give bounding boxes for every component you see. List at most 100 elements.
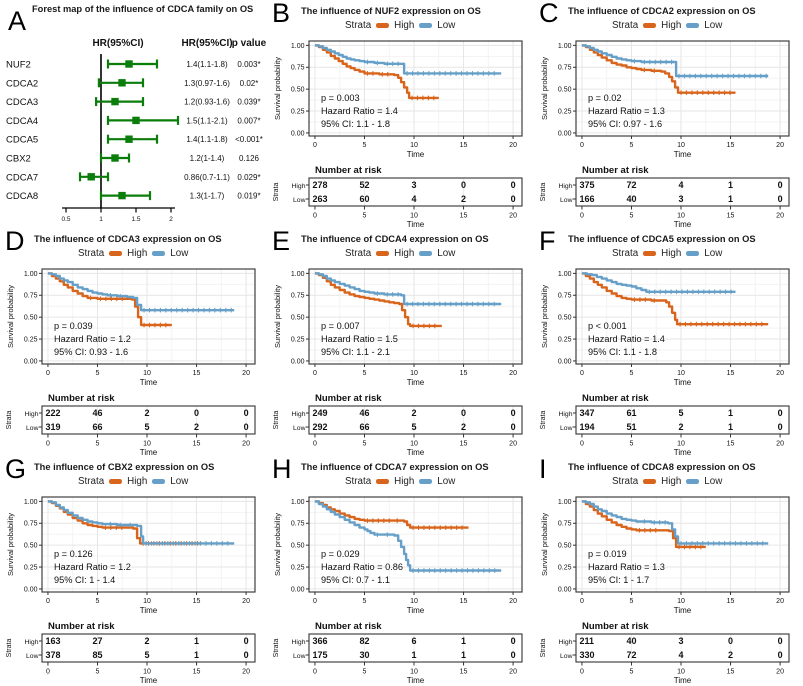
censor-marks-high: [366, 518, 463, 530]
x-tick-label: 10: [143, 598, 151, 605]
km-curves: [47, 272, 235, 328]
km-title: The influence of CDCA5 expression on OS: [568, 234, 756, 244]
y-tick-label: 0.00: [558, 358, 572, 365]
km-legend: Strata High Low: [345, 20, 455, 31]
plot-frame: [41, 496, 256, 593]
forest-row-cdca5: CDCA5 1.4(1.1-1.8) <0.001*: [6, 134, 263, 146]
risk-value: 1: [194, 650, 199, 660]
y-tick-label: 0.25: [558, 564, 572, 571]
x-axis-title: Time: [407, 150, 425, 159]
risk-x-tick-label: 0: [580, 669, 584, 676]
risk-value: 330: [580, 650, 595, 660]
legend-low-label: Low: [704, 476, 723, 487]
km-curve-low: [314, 500, 502, 572]
stats-line: p = 0.007: [321, 321, 360, 331]
x-tick-label: 5: [630, 370, 634, 377]
risk-value: 66: [92, 422, 102, 432]
axes: 0.00 0.25 0.50 0.75 1.00 0 5 10 15 20: [291, 499, 517, 605]
risk-row-values-high: 347 61 5 1 0: [580, 408, 783, 418]
y-tick-label: 0.50: [558, 543, 572, 550]
risk-value: 1: [194, 636, 199, 646]
axes: 0.00 0.25 0.50 0.75 1.00 0 5 10 15 20: [24, 271, 250, 377]
risk-value: 2: [461, 422, 466, 432]
risk-strata-label: Strata: [6, 411, 13, 430]
x-axis-title: Time: [140, 606, 158, 615]
km-curve-low: [314, 44, 502, 75]
risk-row-values-high: 366 82 6 1 0: [313, 636, 516, 646]
x-tick-label: 20: [242, 370, 250, 377]
risk-gridlines: [363, 178, 514, 206]
risk-gridlines: [96, 406, 247, 434]
censor-marks-low: [366, 59, 495, 76]
km-header: C The influence of CDCA2 expression on O…: [538, 0, 803, 35]
risk-x-tick-label: 10: [410, 213, 418, 220]
legend-low-label: Low: [170, 476, 189, 487]
risk-value: 2: [679, 422, 684, 432]
risk-value: 5: [412, 422, 417, 432]
risk-x-tick-label: 5: [630, 441, 634, 448]
km-curve-low: [581, 44, 769, 78]
stats-line: p = 0.02: [588, 93, 621, 103]
risk-strata-label: Strata: [540, 411, 547, 430]
y-tick-label: 1.00: [24, 499, 38, 506]
stats-line: 95% CI: 1.1 - 2.1: [321, 347, 390, 357]
risk-x-tick-label: 20: [509, 213, 517, 220]
gene-label: CDCA8: [6, 191, 38, 202]
risk-x-tick-label: 20: [242, 441, 250, 448]
x-tick-label: 5: [363, 370, 367, 377]
risk-value: 278: [313, 180, 328, 190]
y-tick-label: 0.25: [558, 336, 572, 343]
risk-value: 46: [92, 408, 102, 418]
risk-axis: 0 5 10 15 20: [580, 662, 784, 676]
risk-x-axis-title: Time: [407, 220, 425, 229]
y-tick-label: 0.75: [558, 293, 572, 300]
risk-table-frame: [308, 633, 523, 663]
risk-value: 52: [359, 180, 369, 190]
risk-row-values-low: 175 30 1 1 0: [313, 650, 516, 660]
risk-value: 40: [626, 194, 636, 204]
hr-ci-text: 1.2(0.93-1.6): [184, 98, 230, 107]
risk-value: 2: [412, 408, 417, 418]
plot-frame: [308, 496, 523, 593]
gene-label: CDCA4: [6, 116, 38, 127]
stats-annotation: p = 0.02 Hazard Ratio = 1.3 95% CI: 0.97 -…: [588, 93, 665, 129]
forest-x-tick-label: 0.5: [61, 216, 70, 223]
stats-line: p < 0.001: [588, 321, 627, 331]
legend-high-label: High: [661, 20, 682, 31]
legend-high-swatch: [376, 479, 390, 484]
risk-value: 0: [778, 180, 783, 190]
x-tick-label: 5: [363, 598, 367, 605]
risk-table-frame: [575, 405, 790, 435]
km-curve-high: [47, 500, 202, 545]
stats-line: p = 0.019: [588, 549, 627, 559]
risk-row-label-high: High: [292, 639, 306, 646]
y-tick-label: 0.00: [558, 586, 572, 593]
risk-value: 2: [461, 194, 466, 204]
forest-row-nuf2: NUF2 1.4(1.1-1.8) 0.003*: [6, 59, 261, 71]
risk-x-tick-label: 10: [677, 213, 685, 220]
km-title: The influence of CDCA4 expression on OS: [301, 234, 489, 244]
censor-marks-high: [643, 67, 731, 95]
risk-header: Number at risk: [48, 393, 115, 404]
legend-high-label: High: [394, 476, 415, 487]
risk-value: 1: [728, 180, 733, 190]
censor-marks-low: [648, 289, 732, 295]
stats-line: 95% CI: 0.97 - 1.6: [588, 119, 662, 129]
risk-x-tick-label: 0: [580, 213, 584, 220]
km-curve-low: [47, 500, 235, 545]
legend-strata-label: Strata: [345, 476, 372, 487]
risk-value: 0: [511, 408, 516, 418]
censor-marks-low: [376, 291, 495, 307]
gene-label: CDCA7: [6, 172, 38, 183]
stats-line: Hazard Ratio = 1.3: [588, 562, 665, 572]
censor-marks-low: [109, 521, 229, 546]
risk-row-values-high: 249 46 2 0 0: [313, 408, 516, 418]
censor-marks-high: [412, 323, 436, 329]
panel-letter: E: [272, 226, 291, 256]
km-curve-low: [314, 272, 502, 306]
x-tick-label: 0: [46, 370, 50, 377]
risk-value: 4: [679, 650, 684, 660]
